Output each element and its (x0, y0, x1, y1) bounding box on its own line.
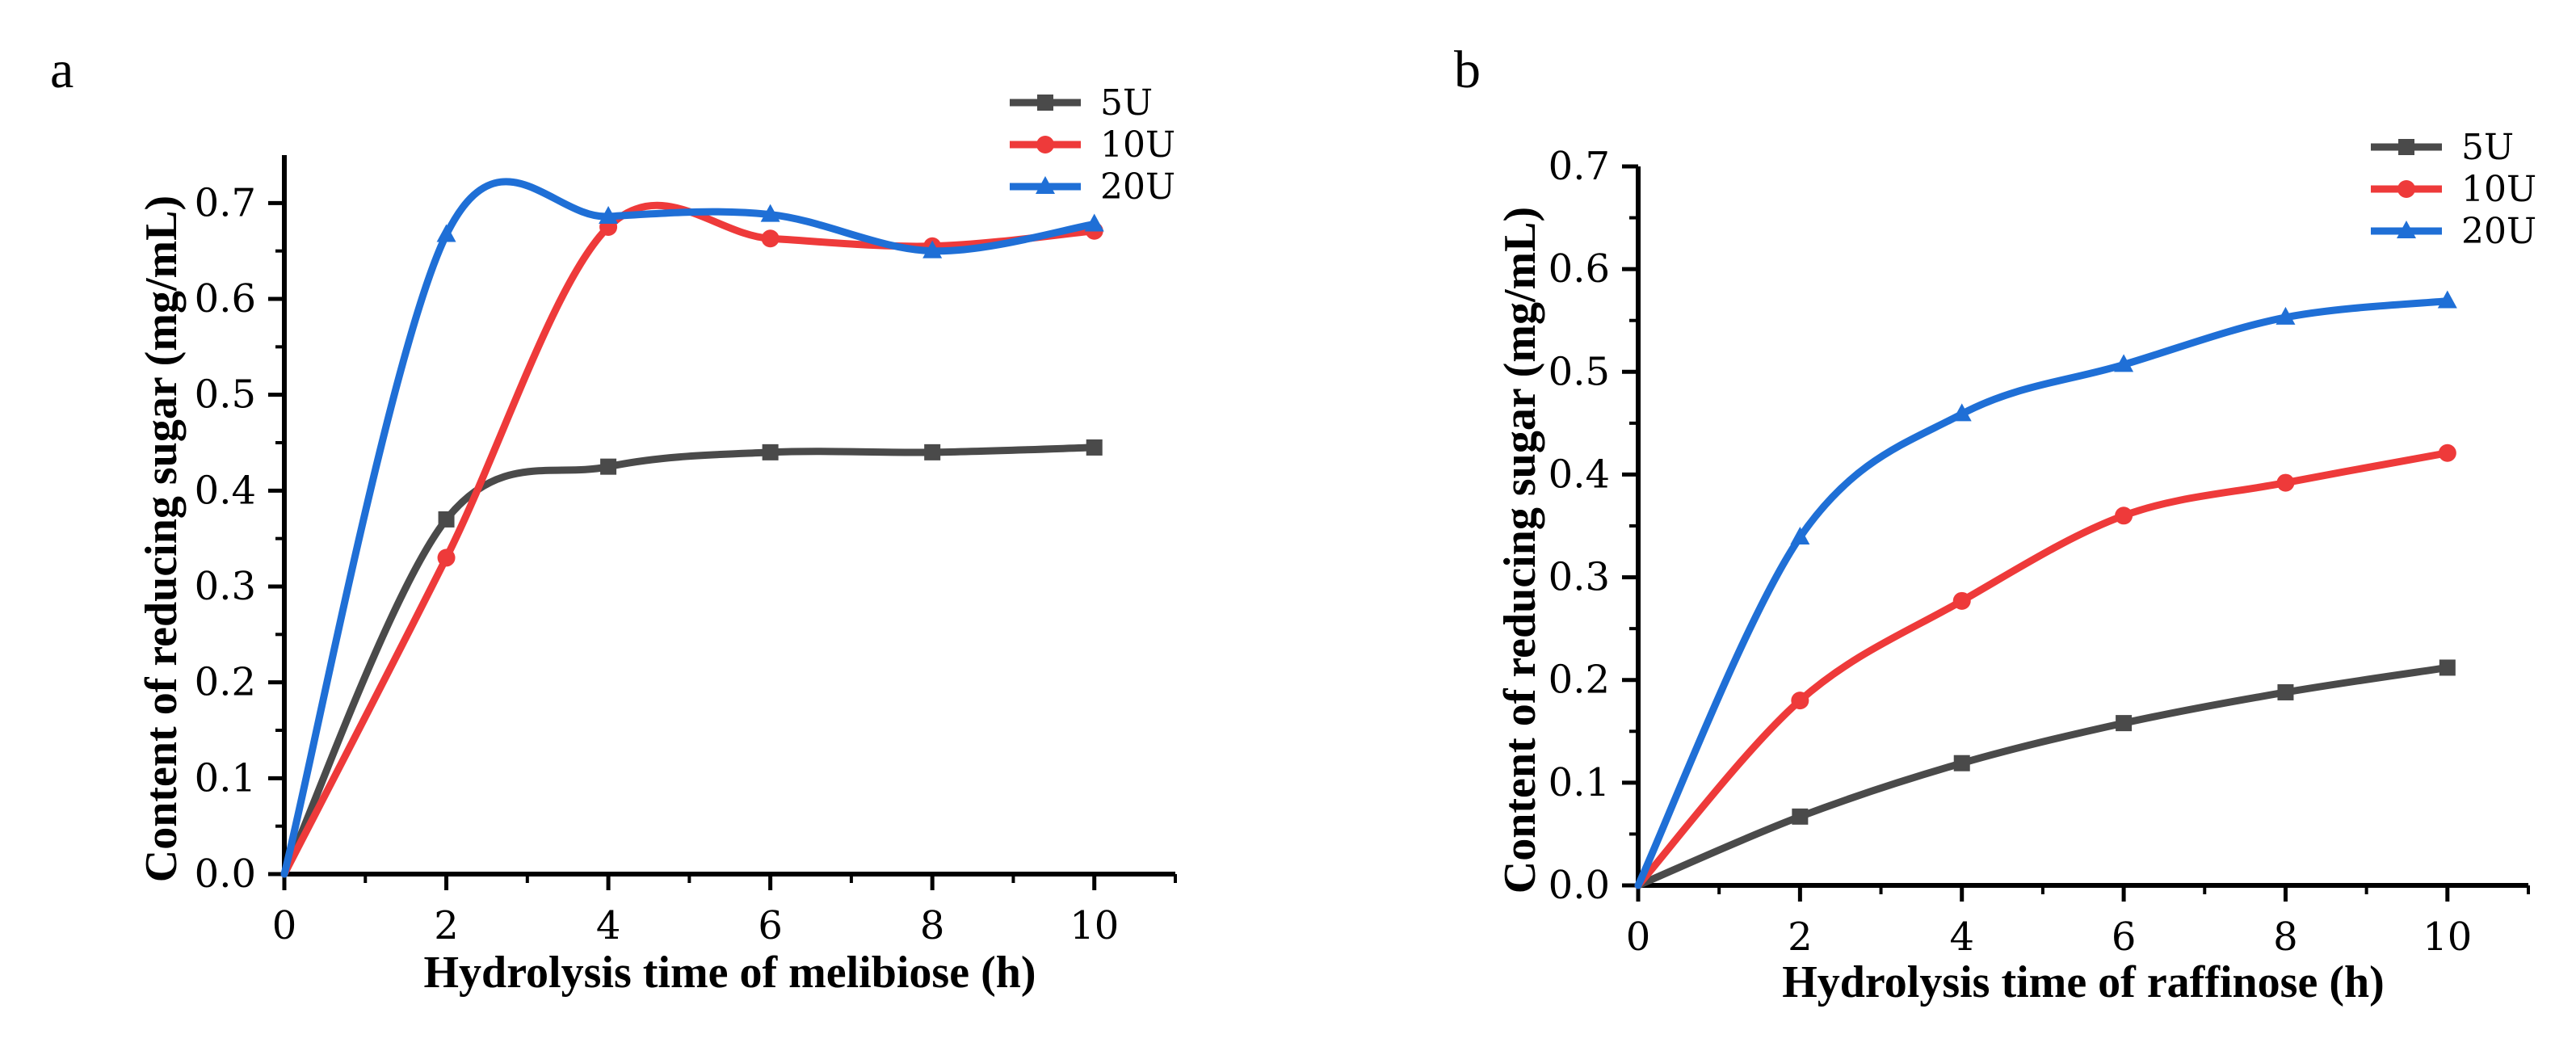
panel-a-legend-20u-label: 20U (1100, 166, 1175, 208)
panel-b-legend-10u-label: 10U (2461, 169, 2536, 210)
panel-a-series-10u-point (761, 229, 780, 248)
panel-a-y-tick-label: 0.2 (195, 660, 256, 705)
panel-b-y-tick-label: 0.4 (1549, 452, 1610, 497)
panel-b-y-tick-label: 0.7 (1549, 144, 1610, 189)
panel-b-series-5u-point (1792, 808, 1809, 825)
panel-b-series-10u-point (2276, 473, 2295, 492)
panel-a-series-5u-point (762, 444, 779, 460)
panel-b-y-tick-label: 0.2 (1549, 658, 1610, 703)
panel-b-series-20u-point (1790, 526, 1810, 544)
panel-a-y-tick-label: 0.7 (195, 180, 256, 225)
panel-b-series-20u-point (2437, 290, 2457, 309)
panel-b-legend-5u-label: 5U (2461, 127, 2514, 168)
panel-a-x-tick-label: 2 (434, 903, 459, 948)
panel-b-y-tick-label: 0.6 (1549, 246, 1610, 292)
panel-b-series-20u-point (2114, 354, 2134, 372)
chart-panel-a: 0 2 4 6 8 10 0.0 0.1 0.2 0.3 0.4 0.5 0.6 0.7 Hydrolysi… (137, 82, 1177, 998)
panel-a-series-5u-point (438, 511, 455, 528)
panel-b-y-tick-label: 0.5 (1549, 349, 1610, 394)
panel-b-y-axis-title: Content of reducing sugar (mg/mL) (1495, 207, 1545, 893)
panel-b-x-tick-label: 2 (1788, 914, 1813, 960)
panel-b-series-10u-point (2438, 444, 2456, 462)
panel-a-legend-20u-marker (1036, 176, 1055, 194)
panel-a-x-tick-label: 0 (272, 903, 297, 948)
panel-b-x-tick-label: 8 (2273, 914, 2298, 960)
panel-b-legend-5u-marker (2398, 139, 2414, 155)
panel-b-legend-10u-marker (2397, 180, 2415, 198)
panel-a-series-20u-point (760, 204, 780, 222)
panel-b-series-5u-point (2439, 659, 2456, 676)
panel-a-series-5u-point (600, 458, 617, 475)
panel-b-x-tick-label: 10 (2423, 914, 2472, 960)
panel-b-series-20u-point (2276, 306, 2296, 325)
panel-b-series-20u-point (1952, 403, 1972, 422)
panel-a-legend-10u-marker (1036, 136, 1054, 153)
panel-a-series-20u-line (280, 178, 1099, 878)
panel-b-series-5u-line (1634, 663, 2452, 889)
panel-a-x-tick-label: 10 (1069, 903, 1119, 948)
panel-a-y-tick-label: 0.6 (195, 276, 256, 322)
panel-a-series-10u-point (437, 549, 456, 567)
panel-b-series-5u-point (2277, 683, 2294, 700)
panel-b-series-10u-point (1952, 591, 1971, 610)
panel-b-series-20u-line (1634, 297, 2452, 889)
panel-a-series-20u-point (1084, 213, 1104, 232)
panel-a-series-20u-point (436, 224, 456, 242)
panel-a-series-20u-point (599, 205, 619, 224)
panel-a-legend-5u-label: 5U (1100, 82, 1153, 124)
panel-a-series-20u-point (922, 240, 943, 259)
panel-a-x-tick-label: 6 (758, 903, 783, 948)
panel-a-series-5u-line (280, 444, 1099, 878)
panel-b-x-axis-title: Hydrolysis time of raffinose (h) (1782, 957, 2385, 1007)
panel-b-y-tick-label: 0.0 (1549, 863, 1610, 908)
panel-b-y-tick-label: 0.1 (1549, 760, 1610, 805)
panel-a-legend-5u-marker (1037, 95, 1053, 111)
panel-a-y-tick-label: 0.4 (195, 468, 256, 513)
panel-b-y-tick-label: 0.3 (1549, 555, 1610, 600)
chart-panel-b: 0 2 4 6 8 10 0.0 0.1 0.2 0.3 0.4 0.5 0.6 0.7 Hydrolysi… (1495, 127, 2536, 1007)
panel-b-x-tick-label: 6 (2112, 914, 2137, 960)
panel-a-series-10u-line (280, 201, 1099, 878)
panel-b-series-5u-point (1953, 755, 1970, 771)
panel-a-y-tick-label: 0.0 (195, 851, 256, 897)
panel-b-x-tick-label: 4 (1949, 914, 1974, 960)
panel-b-series-5u-point (2116, 715, 2133, 732)
panel-b-series-10u-line (1634, 449, 2452, 889)
panel-a-y-axis-title: Content of reducing sugar (mg/mL) (137, 195, 187, 882)
panel-a-x-tick-label: 8 (920, 903, 945, 948)
panel-a-y-tick-label: 0.5 (195, 372, 256, 418)
panel-a-y-tick-label: 0.3 (195, 564, 256, 609)
panel-a-y-tick-label: 0.1 (195, 755, 256, 801)
panel-a-x-tick-label: 4 (596, 903, 621, 948)
panel-b-series-10u-point (2115, 507, 2133, 525)
panel-a-x-axis-title: Hydrolysis time of melibiose (h) (423, 948, 1036, 998)
panel-a-letter: a (50, 40, 74, 99)
panel-b-x-tick-label: 0 (1626, 914, 1651, 960)
panel-a-legend-10u-label: 10U (1100, 124, 1175, 166)
panel-b-series-10u-point (1791, 692, 1809, 710)
panel-b-letter: b (1454, 40, 1481, 99)
panel-a-series-5u-point (924, 444, 941, 460)
panel-a-series-5u-point (1086, 439, 1103, 456)
panel-b-legend-20u-label: 20U (2461, 211, 2536, 252)
panel-b-legend-20u-marker (2397, 221, 2416, 238)
